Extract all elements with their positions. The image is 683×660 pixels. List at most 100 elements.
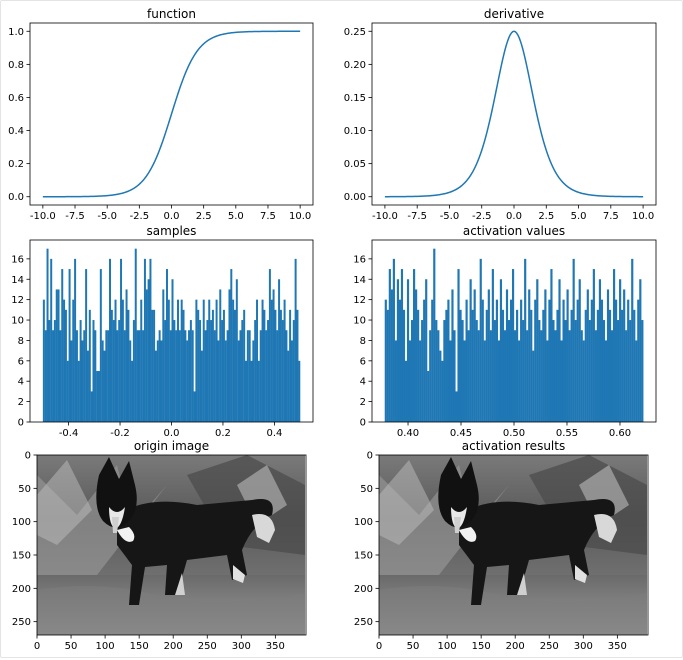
histogram-bar bbox=[189, 320, 192, 422]
histogram-bar bbox=[621, 309, 624, 422]
histogram-bar bbox=[298, 360, 301, 422]
histogram-bar bbox=[556, 309, 559, 422]
histogram-bar bbox=[410, 320, 414, 422]
y-tick-label: 0 bbox=[360, 418, 366, 429]
histogram-bar bbox=[483, 340, 486, 422]
histogram-bar bbox=[505, 289, 509, 422]
y-tick-label: 6 bbox=[18, 356, 24, 367]
y-tick-label: 250 bbox=[354, 617, 373, 628]
histogram-bar bbox=[602, 320, 606, 422]
x-tick-label: 300 bbox=[574, 641, 593, 652]
histogram-bar bbox=[530, 309, 533, 422]
histogram-bar bbox=[83, 330, 86, 422]
histogram-bar bbox=[169, 330, 172, 422]
histogram-bar bbox=[127, 309, 130, 422]
histogram-bar bbox=[296, 309, 299, 422]
histogram-bar bbox=[70, 340, 73, 422]
histogram-bar bbox=[268, 269, 271, 422]
histogram-bar bbox=[639, 279, 642, 422]
histogram-bar bbox=[263, 309, 266, 422]
x-tick-label: -7.5 bbox=[407, 211, 427, 222]
histogram-bar bbox=[88, 309, 91, 422]
histogram-bar bbox=[641, 320, 644, 422]
histogram-bar bbox=[48, 320, 51, 422]
histogram-bar bbox=[548, 299, 551, 422]
histogram-bar bbox=[487, 289, 490, 422]
x-tick-label: 350 bbox=[266, 641, 285, 652]
y-tick-label: 0.10 bbox=[344, 126, 366, 137]
y-tick-label: 0.2 bbox=[8, 159, 24, 170]
histogram-bar bbox=[447, 299, 450, 422]
y-tick-label: 0.8 bbox=[8, 60, 24, 71]
histogram-bar bbox=[457, 269, 460, 422]
histogram-bar bbox=[441, 360, 444, 422]
histogram-bar bbox=[400, 269, 404, 422]
histogram-bar bbox=[588, 320, 591, 422]
histogram-bar bbox=[129, 340, 132, 422]
histogram-bar bbox=[554, 330, 557, 422]
histogram-bar bbox=[576, 299, 579, 422]
histogram-bar bbox=[598, 279, 602, 422]
histogram-bar bbox=[439, 350, 442, 422]
histogram-bar bbox=[386, 309, 389, 422]
histogram-bar bbox=[142, 330, 145, 422]
histogram-bar bbox=[116, 330, 119, 422]
histogram-bar bbox=[120, 258, 123, 422]
histogram-bar bbox=[156, 340, 159, 422]
subplot-6: activation results 0 50 100 150 200 250 300 350 0… bbox=[354, 439, 649, 652]
y-tick-label: 0 bbox=[367, 451, 373, 462]
histogram-bar bbox=[210, 320, 213, 422]
histogram-bar bbox=[165, 269, 168, 422]
y-tick-label: 200 bbox=[12, 584, 31, 595]
histogram-bar bbox=[101, 340, 104, 422]
subplot-title: samples bbox=[147, 224, 197, 238]
histogram-bar bbox=[392, 258, 395, 422]
histogram-bar bbox=[63, 299, 66, 422]
histogram-bar bbox=[294, 258, 297, 422]
histogram-bar bbox=[215, 299, 218, 422]
histogram-bar bbox=[578, 279, 581, 422]
histogram-bar bbox=[292, 320, 295, 422]
histogram-bar bbox=[560, 340, 563, 422]
axes-frame bbox=[378, 454, 649, 636]
histogram-bar bbox=[596, 309, 599, 422]
histogram-bar bbox=[237, 340, 240, 422]
histogram-bar bbox=[105, 330, 108, 422]
x-tick-label: 7.5 bbox=[260, 211, 276, 222]
subplot-4: activation values 0.40 0.45 0.50 0.55 0.60 0 2 4… bbox=[353, 224, 657, 439]
histogram-bar bbox=[423, 299, 426, 422]
histogram-bar bbox=[178, 330, 181, 422]
histogram-bar bbox=[197, 309, 200, 422]
histogram-bar bbox=[604, 340, 608, 422]
histogram-bar bbox=[461, 320, 464, 422]
histogram-bar bbox=[136, 330, 139, 422]
histogram-bar bbox=[425, 279, 428, 422]
histogram-bar bbox=[118, 320, 121, 422]
histogram-bar bbox=[617, 320, 620, 422]
histogram-bar bbox=[278, 279, 281, 422]
histogram-bar bbox=[396, 279, 400, 422]
histogram-bar bbox=[413, 269, 416, 422]
x-tick-label: 250 bbox=[198, 641, 217, 652]
x-tick-label: 0.0 bbox=[506, 211, 522, 222]
x-tick-label: 10.0 bbox=[632, 211, 654, 222]
x-tick-label: 100 bbox=[96, 641, 115, 652]
y-tick-label: 4 bbox=[360, 377, 366, 388]
histogram-bar bbox=[86, 350, 89, 422]
histogram-bar bbox=[631, 258, 634, 422]
histogram-bar bbox=[582, 340, 585, 422]
histogram-bar bbox=[61, 269, 64, 422]
histogram-bar bbox=[427, 371, 430, 422]
y-tick-label: 10 bbox=[11, 316, 24, 327]
x-tick-label: -10.0 bbox=[30, 211, 56, 222]
x-tick-label: -0.2 bbox=[110, 428, 130, 439]
y-tick-label: 16 bbox=[11, 254, 24, 265]
histogram-bar bbox=[200, 350, 203, 422]
x-tick-label: 5.0 bbox=[571, 211, 587, 222]
histogram-bar bbox=[109, 258, 112, 422]
histogram-bar bbox=[254, 320, 257, 422]
histogram-bar bbox=[398, 299, 402, 422]
histogram-bar bbox=[437, 330, 440, 422]
histogram-bar bbox=[623, 289, 626, 422]
histogram-bar bbox=[564, 320, 567, 422]
